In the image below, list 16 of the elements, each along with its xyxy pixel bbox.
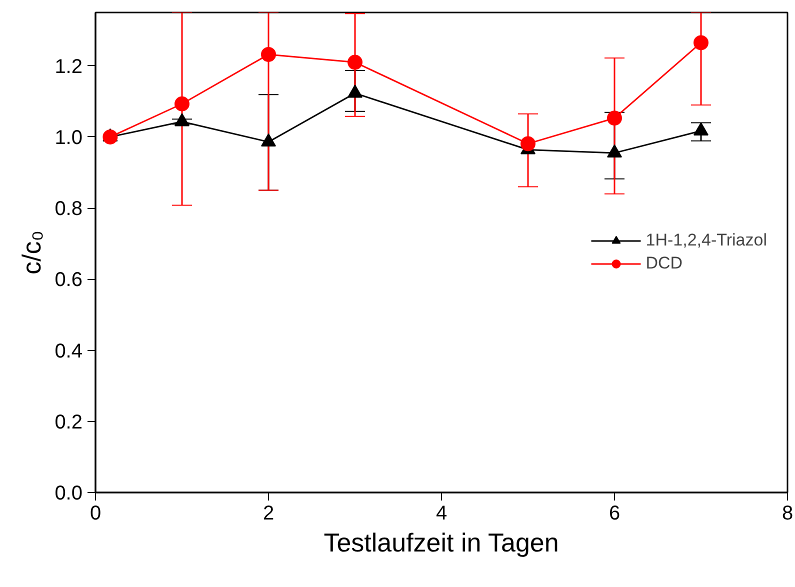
x-tick-label: 8	[782, 502, 794, 524]
legend-label: 1H-1,2,4-Triazol	[646, 230, 767, 250]
y-tick-label: 0.6	[54, 269, 83, 292]
legend-label: DCD	[646, 254, 683, 274]
y-tick-label: 0.2	[54, 411, 83, 434]
y-tick-label: 0.8	[54, 198, 83, 220]
x-tick-label: 0	[90, 502, 102, 524]
x-tick-label: 2	[262, 502, 274, 524]
x-axis-title: Testlaufzeit in Tagen	[324, 528, 559, 558]
y-tick-label: 0.0	[54, 482, 83, 504]
y-axis-title: c/c₀	[16, 230, 47, 275]
y-tick-label: 1.0	[54, 126, 83, 149]
x-tick-label: 6	[608, 502, 620, 524]
y-tick-label: 0.4	[54, 340, 83, 362]
x-tick-label: 4	[436, 502, 448, 524]
y-tick-label: 1.2	[54, 56, 83, 78]
